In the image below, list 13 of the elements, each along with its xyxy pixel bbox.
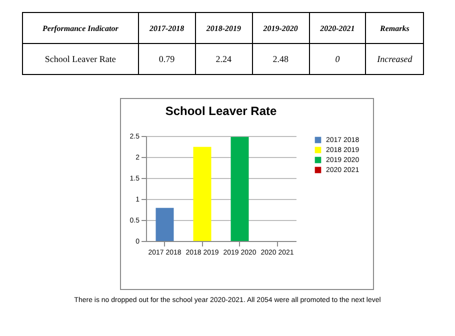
text: 2019-2020 [252, 12, 310, 44]
text: 2020-2021 [309, 12, 366, 44]
text: 2.24 [195, 44, 252, 74]
text: 2018-2019 [195, 12, 252, 44]
text: Increased [366, 44, 424, 74]
text: Performance Indicator [22, 12, 138, 44]
text: 2.48 [252, 44, 310, 74]
text: 2017-2018 [138, 12, 196, 44]
text: Remarks [366, 12, 424, 44]
text: 0.79 [138, 44, 196, 74]
text: School Leaver Rate [22, 44, 138, 74]
text: 0 [309, 44, 366, 74]
chart-title: School Leaver Rate [165, 104, 278, 118]
